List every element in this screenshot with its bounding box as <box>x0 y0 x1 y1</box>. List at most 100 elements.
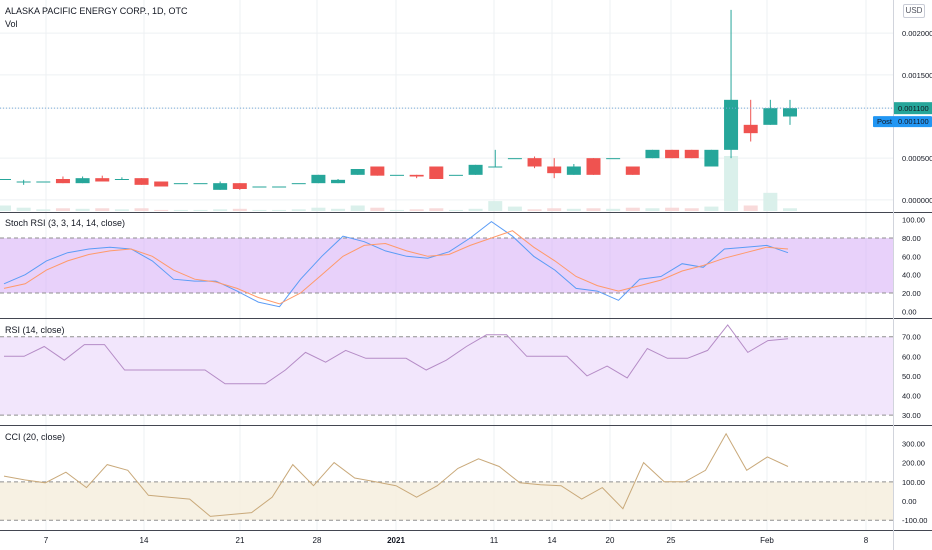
volume-bar <box>75 208 90 211</box>
volume-bar <box>114 209 129 211</box>
x-tick-label: 2021 <box>387 536 405 545</box>
series-line-d <box>3 230 789 305</box>
volume-bar <box>370 207 385 211</box>
candle-up <box>350 169 365 175</box>
price-tick-label: 0.001500 <box>902 71 932 80</box>
volume-bar <box>468 208 483 211</box>
candle-down <box>684 149 699 159</box>
candle-down <box>547 166 562 174</box>
indicator-tick-label: 40.00 <box>902 271 921 280</box>
stoch-rsi-title: Stoch RSI (3, 3, 14, 14, close) <box>5 218 126 228</box>
cci-title: CCI (20, close) <box>5 432 66 442</box>
volume-bar <box>547 208 562 211</box>
volume-bar <box>704 206 719 211</box>
volume-bar <box>252 209 267 211</box>
price-tick-label: 0.002000 <box>902 29 932 38</box>
x-tick-label: 25 <box>667 536 676 545</box>
indicator-tick-label: 0.00 <box>902 307 917 316</box>
volume-bar <box>488 201 503 211</box>
post-tag-label: Post <box>877 117 893 126</box>
candle-up <box>36 181 51 183</box>
candle-up <box>645 149 660 159</box>
currency-button[interactable]: USD <box>903 4 925 18</box>
candle-down <box>55 179 70 184</box>
post-price-label: 0.001100 <box>898 117 929 126</box>
indicator-tick-label: 60.00 <box>902 252 921 261</box>
volume-bar <box>586 208 601 211</box>
volume-bar <box>645 208 660 211</box>
x-tick-label: Feb <box>760 536 774 545</box>
candle-up <box>724 99 739 150</box>
candle-down <box>586 158 601 175</box>
candle-up <box>75 178 90 184</box>
volume-bar <box>0 205 11 211</box>
last-price-tag <box>894 102 932 115</box>
candle-down <box>154 181 169 187</box>
volume-bar <box>36 209 51 211</box>
volume-bar <box>331 208 346 211</box>
candle-up <box>272 186 287 188</box>
chart-title: ALASKA PACIFIC ENERGY CORP., 1D, OTC <box>5 6 188 16</box>
volume-bar <box>350 205 365 211</box>
candle-down <box>232 183 247 189</box>
volume-bar <box>193 209 208 211</box>
candle-down <box>429 166 444 179</box>
candle-down <box>95 178 110 182</box>
candle-down <box>409 174 424 177</box>
volume-bar <box>390 209 404 211</box>
volume-bar <box>291 209 306 211</box>
series-line-rsi <box>4 324 789 385</box>
rsi-title: RSI (14, close) <box>5 325 65 335</box>
x-tick-label: 11 <box>490 536 499 545</box>
volume-bar <box>625 207 640 211</box>
volume-label: Vol <box>5 19 18 29</box>
candle-up <box>114 179 129 180</box>
candle-up <box>606 158 621 160</box>
indicator-tick-label: 40.00 <box>902 392 921 401</box>
volume-bar <box>232 208 247 211</box>
price-tick-label: 0.000500 <box>902 154 932 163</box>
x-tick-label: 20 <box>606 536 615 545</box>
indicator-tick-label: 60.00 <box>902 352 921 361</box>
indicator-tick-label: 100.00 <box>902 216 925 225</box>
indicator-tick-label: 30.00 <box>902 411 921 420</box>
indicator-tick-label: 300.00 <box>902 439 925 448</box>
candle-up <box>193 183 208 185</box>
x-tick-label: 8 <box>864 536 869 545</box>
indicator-tick-label: 80.00 <box>902 234 921 243</box>
volume-bar <box>311 207 326 211</box>
indicator-tick-label: 70.00 <box>902 333 921 342</box>
volume-bar <box>213 209 228 211</box>
candle-up <box>704 149 719 167</box>
candle-up <box>783 108 797 117</box>
volume-bar <box>429 208 444 211</box>
volume-bar <box>527 209 542 211</box>
volume-bar <box>55 208 70 211</box>
indicator-tick-label: -100.00 <box>902 516 927 525</box>
candle-down <box>743 124 758 134</box>
candle-up <box>0 179 11 180</box>
price-tick-label: 0.000000 <box>902 196 932 205</box>
x-tick-label: 28 <box>313 536 322 545</box>
candle-up <box>390 174 404 176</box>
candle-up <box>291 183 306 185</box>
candle-up <box>507 158 522 160</box>
volume-bar <box>95 208 110 211</box>
candle-up <box>16 181 31 183</box>
candle-up <box>173 183 188 185</box>
candle-up <box>763 108 778 125</box>
x-tick-label: 14 <box>548 536 557 545</box>
candle-down <box>665 149 680 159</box>
volume-bar <box>684 208 699 211</box>
volume-bar <box>665 207 680 211</box>
x-tick-label: 21 <box>236 536 245 545</box>
candle-up <box>448 174 463 176</box>
x-tick-label: 7 <box>44 536 49 545</box>
candle-up <box>488 166 503 168</box>
volume-bar <box>743 205 758 211</box>
indicator-tick-label: 20.00 <box>902 289 921 298</box>
candle-up <box>331 179 346 184</box>
candle-up <box>252 186 267 188</box>
indicator-tick-label: 50.00 <box>902 372 921 381</box>
